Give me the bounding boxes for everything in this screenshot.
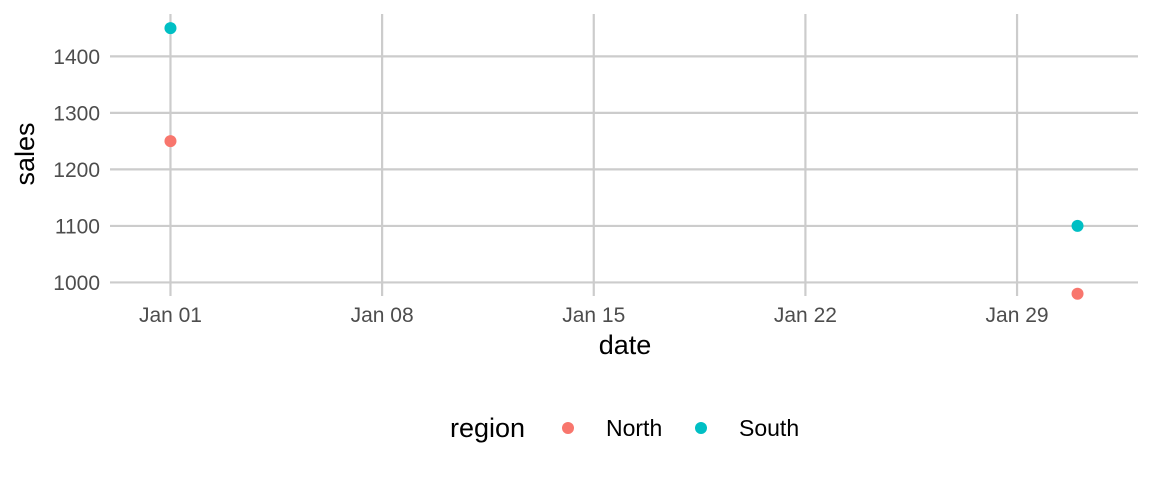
grid (110, 14, 1138, 296)
x-tick-label: Jan 01 (139, 304, 202, 327)
legend: region North South (450, 413, 799, 443)
y-tick-label: 1100 (55, 215, 100, 238)
x-tick-label: Jan 08 (351, 304, 414, 327)
y-axis-ticks: 1000 1100 1200 1300 1400 (53, 46, 100, 295)
x-axis-ticks: Jan 01 Jan 08 Jan 15 Jan 22 Jan 29 (139, 304, 1049, 327)
data-point-south (164, 22, 177, 35)
y-axis-title: sales (10, 122, 40, 185)
x-tick-label: Jan 15 (562, 304, 625, 327)
legend-label-south: South (739, 415, 799, 441)
x-axis-title: date (599, 330, 652, 360)
data-point-north (164, 135, 177, 148)
y-tick-label: 1300 (53, 102, 100, 125)
legend-marker-south (695, 422, 707, 434)
legend-label-north: North (606, 415, 662, 441)
y-tick-label: 1000 (53, 272, 100, 295)
legend-marker-north (562, 422, 574, 434)
data-point-north (1071, 287, 1084, 300)
y-tick-label: 1200 (53, 159, 100, 182)
x-tick-label: Jan 29 (986, 304, 1049, 327)
data-point-south (1071, 219, 1084, 232)
y-tick-label: 1400 (53, 46, 100, 69)
data-points (164, 22, 1084, 300)
legend-title: region (450, 413, 525, 443)
x-tick-label: Jan 22 (774, 304, 837, 327)
